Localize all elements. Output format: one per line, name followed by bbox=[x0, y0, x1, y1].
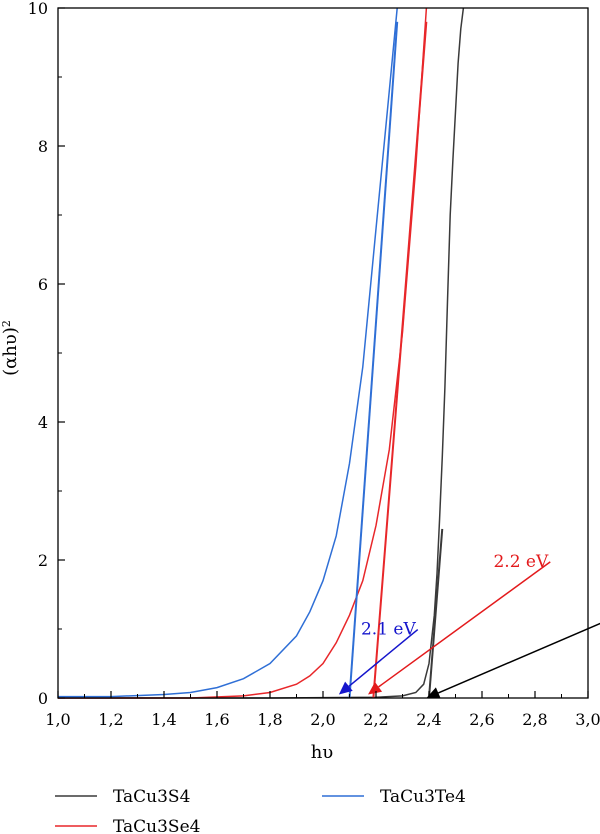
legend-label: TaCu3S4 bbox=[113, 787, 190, 807]
y-tick-label: 6 bbox=[38, 275, 48, 294]
x-tick-label: 2,2 bbox=[363, 710, 388, 729]
x-axis-ticks: 1,0 1,2 1,4 1,6 1,8 2,0 2,2 2,4 2,6 2,8 3,0 bbox=[45, 691, 600, 729]
series-line bbox=[58, 7, 428, 699]
annotation-label: 2.2 eV bbox=[493, 552, 549, 572]
y-axis-label-exponent: 2 bbox=[0, 320, 13, 327]
annotation-arrowhead bbox=[338, 681, 353, 695]
x-tick-label: 2,0 bbox=[310, 710, 335, 729]
annotation-layer: 2.1 eV2.2 eV2.4 eV bbox=[338, 552, 600, 699]
x-tick-label: 1,6 bbox=[204, 710, 229, 729]
tangent-line bbox=[372, 21, 428, 699]
annotation-label: 2.1 eV bbox=[361, 620, 417, 640]
y-tick-label: 0 bbox=[38, 689, 48, 708]
legend-label: TaCu3Se4 bbox=[113, 817, 200, 834]
x-tick-label: 2,4 bbox=[416, 710, 441, 729]
y-tick-label: 8 bbox=[38, 137, 48, 156]
annotation-arrow bbox=[378, 561, 551, 688]
annotation-arrowhead bbox=[426, 687, 441, 699]
tangent-line bbox=[428, 528, 444, 699]
plot-area: 2.1 eV2.2 eV2.4 eV 1,01,21,41,61,82,02,2… bbox=[28, 0, 600, 729]
y-axis-label: (αhυ)2 bbox=[0, 320, 21, 376]
annotation-arrowhead bbox=[368, 682, 383, 695]
series-line bbox=[58, 7, 398, 698]
series-line bbox=[58, 7, 465, 699]
x-tick-label: 1,0 bbox=[45, 710, 70, 729]
y-tick-label: 10 bbox=[28, 0, 48, 18]
y-axis-ticks: 0 2 4 6 8 10 bbox=[28, 0, 65, 708]
x-axis-label: hυ bbox=[311, 742, 334, 763]
y-tick-label: 2 bbox=[38, 551, 48, 570]
x-tick-label: 1,4 bbox=[151, 710, 176, 729]
annotation-arrow bbox=[438, 622, 600, 694]
annotation-arrow bbox=[348, 628, 419, 687]
y-axis-label-base: (αhυ) bbox=[0, 327, 21, 376]
x-tick-label: 3,0 bbox=[575, 710, 600, 729]
x-tick-label: 2,8 bbox=[522, 710, 547, 729]
plot-frame bbox=[57, 7, 589, 699]
series-layer bbox=[58, 7, 465, 699]
legend-label: TaCu3Te4 bbox=[380, 787, 466, 807]
x-tick-label: 1,2 bbox=[98, 710, 123, 729]
tangent-layer bbox=[348, 21, 444, 699]
tangent-line bbox=[348, 21, 399, 699]
legend: TaCu3S4 TaCu3Se4 TaCu3Te4 bbox=[55, 787, 466, 834]
x-tick-label: 1,8 bbox=[257, 710, 282, 729]
y-tick-label: 4 bbox=[38, 413, 48, 432]
x-tick-label: 2,6 bbox=[469, 710, 494, 729]
